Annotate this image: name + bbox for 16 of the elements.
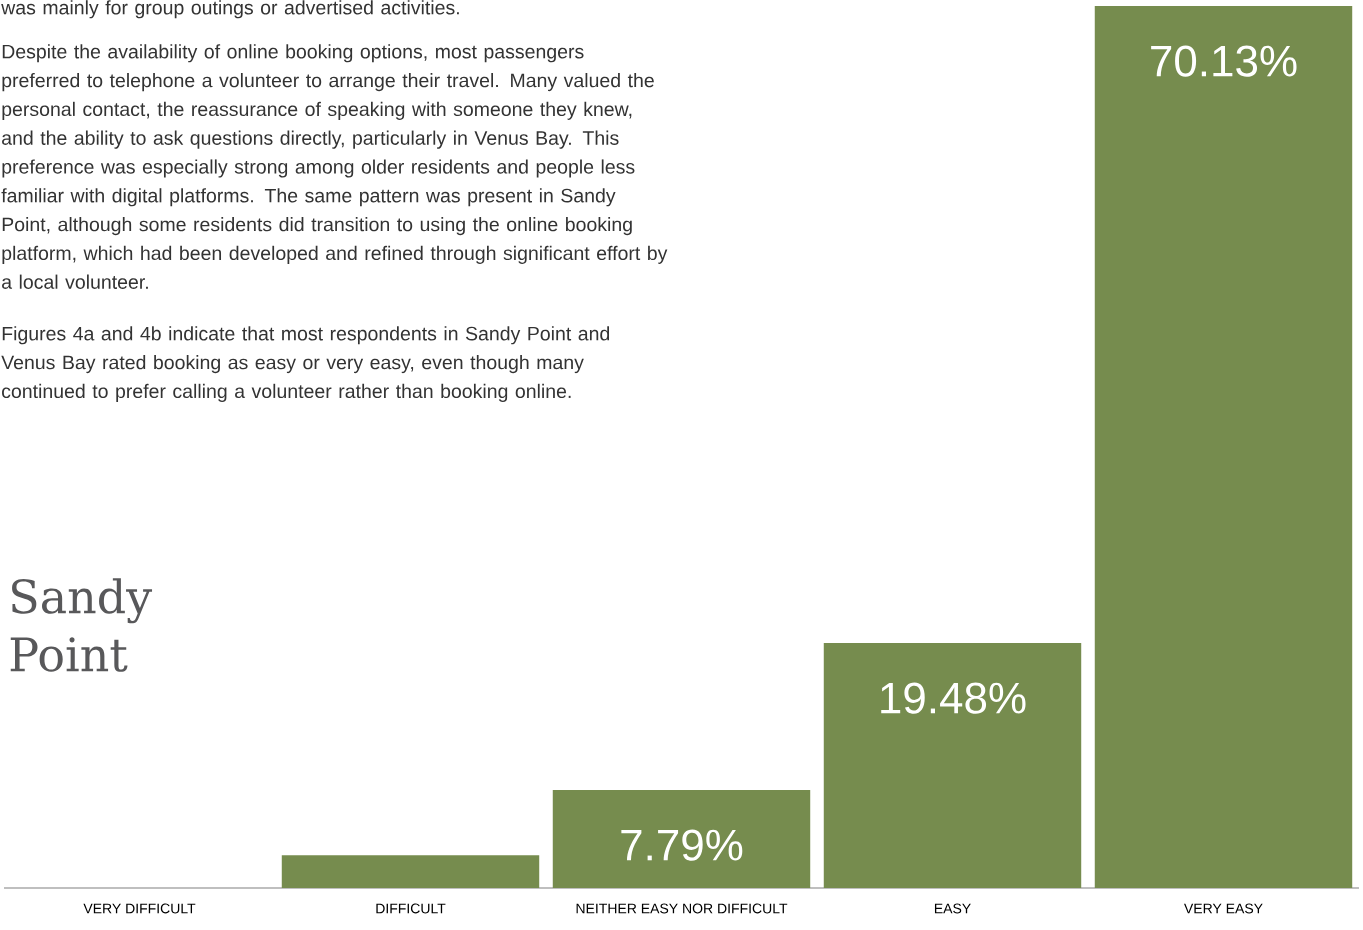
data-label: 7.79% bbox=[621, 829, 743, 861]
bar bbox=[1094, 6, 1353, 888]
x-tick-label: EASY bbox=[934, 903, 971, 914]
x-tick-label: VERY DIFFICULT bbox=[83, 903, 196, 914]
data-label: 70.13% bbox=[1151, 45, 1297, 77]
x-tick-label: VERY EASY bbox=[1184, 903, 1263, 914]
annotation: was mainly for group outings or advertised activities. bbox=[1, 0, 459, 19]
bar bbox=[281, 855, 540, 888]
bar bbox=[823, 643, 1082, 888]
x-tick-label: NEITHER EASY NOR DIFFICULT bbox=[576, 903, 788, 914]
data-label: 19.48% bbox=[881, 682, 1026, 714]
text: Sandy Point bbox=[10, 578, 153, 672]
annotation: Figures 4a and 4b indicate that most respondents in Sandy Point and Venus Bay rated booking as easy or very easy, even though many continued to prefer calling a volunteer rather than booking online. bbox=[1, 326, 610, 402]
bar bbox=[552, 790, 811, 888]
text: Despite the availability of online booking options, most passengers preferred to telephone a volunteer to arrange their travel. Many valued the personal contact, the reassurance of speaking with someone they knew, and the ability to ask questions directly, particularly in Venus Bay. This preference was especially strong among older residents and people less familiar with digital platforms. The same pattern was present in Sandy Point, although some residents did transition to using the online booking platform, which had been developed and refined through significant effort by a local volunteer. bbox=[1, 44, 668, 289]
x-tick-label: DIFFICULT bbox=[376, 903, 446, 914]
